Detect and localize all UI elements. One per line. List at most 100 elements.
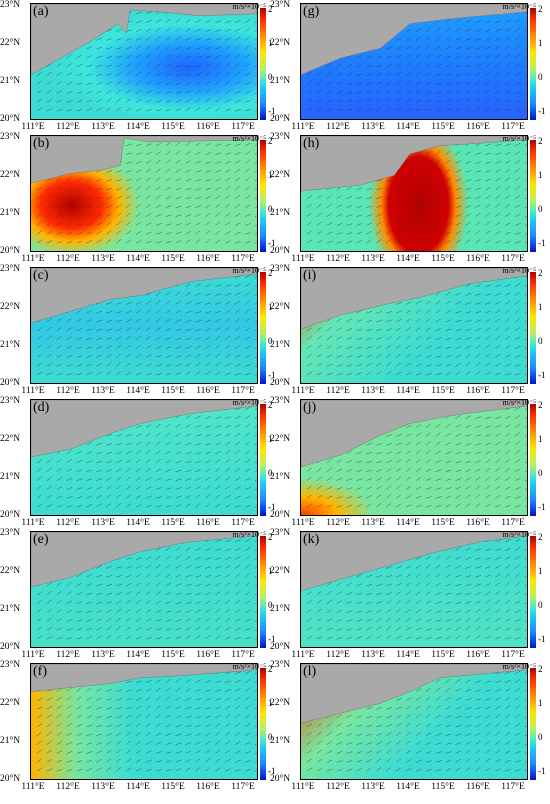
colorbar-tick: 2: [538, 268, 543, 278]
colorbar-tick: -1: [268, 106, 276, 116]
x-tick-label: 111°E: [291, 254, 315, 264]
colorbar-tick: -1: [268, 766, 276, 776]
colorbar-tick: 2: [268, 400, 273, 410]
y-tick-label: 21°N: [270, 472, 291, 482]
x-tick-label: 113°E: [91, 650, 115, 660]
map-panel: 23°N 22°N 21°N 20°N (c) 111°E 112°E 113°E 114°E…: [0, 264, 276, 396]
velocity-vectors: [36, 669, 257, 772]
colorbar-tick: 2: [538, 664, 543, 674]
land-mass: [301, 400, 527, 468]
x-tick-label: 111°E: [21, 518, 45, 528]
x-tick-label: 112°E: [56, 782, 80, 792]
map-svg: [301, 4, 527, 112]
panel-label: (b): [33, 136, 50, 151]
x-tick-label: 116°E: [196, 386, 220, 396]
colorbar-tick: 2: [268, 532, 273, 542]
colorbar-tick: -1: [538, 370, 546, 380]
colorbar-tick: 2: [268, 268, 273, 278]
panel-label: (i): [303, 268, 317, 283]
colorbar: [260, 272, 266, 384]
colorbar-tick: -1: [538, 238, 546, 248]
map-svg: [31, 400, 257, 508]
x-tick-label: 113°E: [91, 122, 115, 132]
x-tick-label: 111°E: [21, 650, 45, 660]
colorbar-tick: 2: [538, 532, 543, 542]
x-tick-label: 111°E: [21, 122, 45, 132]
colorbar-tick: 0: [268, 732, 273, 742]
land-mass: [31, 400, 257, 458]
land-mass: [31, 664, 257, 692]
x-tick-label: 114°E: [126, 122, 150, 132]
x-tick-label: 113°E: [361, 650, 385, 660]
x-tick-label: 113°E: [361, 122, 385, 132]
map-panel: 23°N 22°N 21°N 20°N (j) 111°E 112°E 113°E 114°E…: [270, 396, 546, 528]
panel-label: (h): [303, 136, 320, 151]
unit-label: m/s²×10⁻⁵: [232, 662, 266, 671]
x-tick-label: 114°E: [396, 386, 420, 396]
x-tick-label: 112°E: [326, 782, 350, 792]
colorbar-tick: 2: [538, 4, 543, 14]
panel-label: (e): [33, 532, 49, 547]
x-tick-label: 115°E: [431, 782, 455, 792]
y-tick-label: 23°N: [270, 528, 291, 538]
field-map: [30, 267, 258, 384]
x-tick-label: 115°E: [431, 122, 455, 132]
y-tick-label: 23°N: [270, 132, 291, 142]
y-tick-label: 20°N: [270, 774, 291, 784]
x-tick-label: 114°E: [396, 650, 420, 660]
colorbar-tick: 1: [538, 302, 543, 312]
x-tick-label: 112°E: [326, 254, 350, 264]
land-mass: [301, 268, 527, 330]
colorbar: [260, 668, 266, 780]
x-tick-label: 116°E: [466, 122, 490, 132]
velocity-vectors: [36, 405, 257, 508]
unit-label: m/s²×10⁻⁵: [502, 2, 536, 11]
x-tick-label: 113°E: [361, 254, 385, 264]
y-tick-label: 20°N: [270, 114, 291, 124]
x-tick-label: 114°E: [396, 518, 420, 528]
x-tick-label: 113°E: [361, 518, 385, 528]
map-svg: [31, 532, 257, 640]
x-tick-label: 116°E: [466, 386, 490, 396]
colorbar-tick: 1: [538, 698, 543, 708]
colorbar-tick: 1: [538, 38, 543, 48]
map-svg: [31, 4, 257, 112]
field-map: [30, 399, 258, 516]
x-tick-label: 115°E: [161, 386, 185, 396]
map-svg: [31, 136, 257, 244]
colorbar-tick: 1: [538, 434, 543, 444]
panel-label: (c): [33, 268, 49, 283]
colorbar-tick: -1: [538, 766, 546, 776]
x-tick-label: 111°E: [291, 650, 315, 660]
colorbar: [530, 140, 536, 252]
y-tick-label: 21°N: [0, 472, 21, 482]
map-svg: [31, 664, 257, 772]
x-tick-label: 117°E: [231, 386, 255, 396]
x-tick-label: 114°E: [396, 254, 420, 264]
colorbar-tick: 0: [538, 468, 543, 478]
y-tick-label: 23°N: [0, 660, 21, 670]
colorbar-tick: -1: [538, 502, 546, 512]
y-tick-label: 21°N: [270, 208, 291, 218]
colorbar-tick: 1: [268, 170, 273, 180]
colorbar-tick: -1: [268, 502, 276, 512]
map-svg: [31, 268, 257, 376]
land-mass: [31, 532, 257, 588]
colorbar: [260, 8, 266, 120]
colorbar: [260, 140, 266, 252]
colorbar-tick: 0: [268, 204, 273, 214]
x-tick-label: 117°E: [501, 122, 525, 132]
colorbar-tick: 0: [538, 72, 543, 82]
colorbar: [530, 272, 536, 384]
x-tick-label: 114°E: [126, 650, 150, 660]
x-tick-label: 115°E: [161, 518, 185, 528]
field-map: [300, 135, 528, 252]
map-panel: 23°N 22°N 21°N 20°N (e) 111°E 112°E 113°E 114°E…: [0, 528, 276, 660]
colorbar-tick: 0: [268, 468, 273, 478]
x-tick-label: 116°E: [466, 254, 490, 264]
x-tick-label: 112°E: [326, 518, 350, 528]
panel-label: (f): [33, 664, 47, 679]
x-tick-label: 111°E: [291, 518, 315, 528]
colorbar-tick: 0: [538, 336, 543, 346]
x-tick-label: 114°E: [126, 386, 150, 396]
